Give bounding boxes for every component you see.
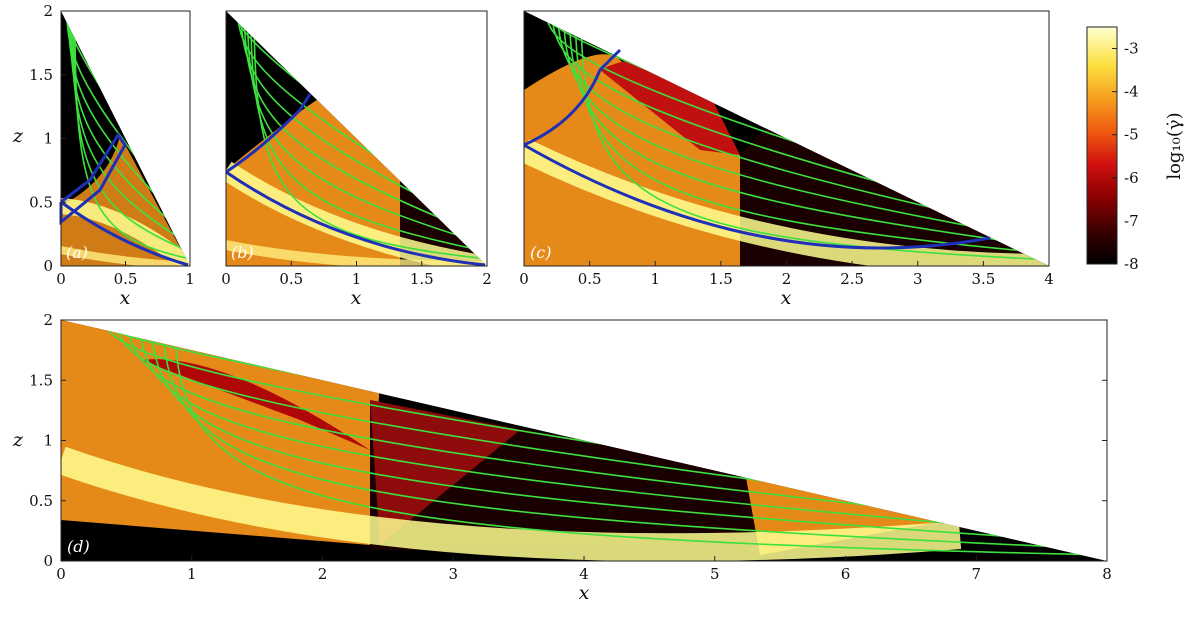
panel-a-xtick-label: 0 (56, 270, 66, 288)
panel-c-streamline (580, 11, 1049, 261)
panel-b-streamline (243, 11, 487, 239)
panel-b-heatmap: 0 0.5 1 1.5 2 x (b) (221, 10, 492, 309)
colorbar-tick-label: -4 (1124, 83, 1139, 101)
panel-d-xtick-label: 5 (710, 565, 720, 583)
panel-a-bottom-yield (60, 200, 189, 267)
panel-c-heatmap: 0 0.5 1 1.5 2 2.5 3 3.5 4 x (c) (519, 10, 1054, 309)
panel-d-xtick-label: 8 (1102, 565, 1112, 583)
colorbar-tick-label: -6 (1124, 169, 1139, 187)
panel-c-xtick-label: 2.5 (840, 270, 864, 288)
panel-d-xtick-label: 6 (841, 565, 851, 583)
panel-d-streamline (127, 320, 1107, 532)
panel-c-xtick-label: 2 (782, 270, 792, 288)
panel-b-bottom-yield (225, 170, 486, 267)
colorbar-tick-label: -3 (1124, 40, 1139, 58)
colorbar-label: log₁₀(γ̇) (1164, 112, 1185, 179)
panel-d-xtick-label: 4 (579, 565, 589, 583)
panel-b-xtick-label: 1.5 (410, 270, 434, 288)
panel-d-ytick-label: 2 (43, 311, 53, 329)
panel-a-xtick-label: 1 (185, 270, 195, 288)
panel-d-xtick-label: 0 (56, 565, 66, 583)
panel-d-streamline (162, 320, 1107, 550)
panel-d-ylabel: z (12, 429, 24, 451)
panel-a-ytick-label: 0 (43, 257, 53, 275)
panel-a-ytick-label: 1 (43, 130, 53, 148)
panel-c-xtick-label: 3.5 (971, 270, 995, 288)
panel-b-xtick-label: 2 (482, 270, 492, 288)
panel-d-heatmap: 0 1 2 3 4 5 6 7 8 0 0.5 1 1.5 2 x z (d) (12, 311, 1112, 604)
panel-a-ytick-label: 0.5 (29, 193, 53, 211)
panel-b-xtick-label: 0.5 (279, 270, 303, 288)
panel-b-tag: (b) (231, 243, 254, 262)
panel-c-xtick-label: 1 (650, 270, 660, 288)
panel-d-xtick-label: 2 (318, 565, 328, 583)
panel-d-ytick-label: 0.5 (29, 492, 53, 510)
panel-c-streamline (562, 11, 1049, 242)
panel-c-bottom-yield (523, 143, 991, 250)
panel-c-yield-surface (523, 48, 622, 147)
panel-a-xtick-label: 0.5 (114, 270, 138, 288)
panel-c-xtick-label: 1.5 (709, 270, 733, 288)
panel-d-xtick-label: 3 (448, 565, 458, 583)
panel-a-tag: (a) (66, 243, 88, 262)
colorbar-tick-label: -5 (1124, 126, 1139, 144)
panel-c-streamline (574, 11, 1049, 255)
panel-d-streamline (174, 320, 1107, 556)
panel-c-xtick-label: 0 (519, 270, 529, 288)
panel-c-xtick-label: 0.5 (578, 270, 602, 288)
panel-a-streamline (74, 11, 190, 260)
panel-c-xlabel: x (781, 287, 792, 309)
panel-c-streamline (557, 11, 1049, 235)
panel-b-xlabel: x (351, 287, 362, 309)
panel-c-streamline (568, 11, 1049, 248)
panel-a-xlabel: x (120, 287, 131, 309)
panel-b-streamline (246, 11, 487, 246)
panel-a-streamline (70, 11, 190, 246)
panel-d-ytick-label: 0 (43, 552, 53, 570)
panel-a-heatmap: 0 0.5 1 0 0.5 1 1.5 2 x z (a) (12, 2, 195, 309)
panel-d-streamline (139, 320, 1107, 538)
colorbar-tick-label: -7 (1124, 212, 1139, 230)
panel-d-tag: (d) (67, 537, 90, 556)
panel-b-streamline (249, 11, 487, 253)
panel-b-streamline (253, 11, 487, 260)
panel-b-streamline (240, 11, 487, 231)
panel-d-xtick-label: 1 (187, 565, 197, 583)
panel-a-streamline (69, 11, 190, 238)
panel-b-yield-surface (225, 93, 312, 174)
panel-d-ytick-label: 1.5 (29, 371, 53, 389)
panel-c-tag: (c) (530, 243, 551, 262)
panel-a-ytick-label: 2 (43, 2, 53, 20)
colorbar-gradient (1086, 26, 1118, 265)
panel-a-ylabel: z (12, 125, 24, 147)
panel-a-ytick-label: 1.5 (29, 66, 53, 84)
panel-b-xtick-label: 1 (352, 270, 362, 288)
panel-c-xtick-label: 4 (1044, 270, 1054, 288)
panel-d-xlabel: x (579, 582, 590, 604)
panel-b-xtick-label: 0 (221, 270, 231, 288)
colorbar-tick-label: -8 (1124, 255, 1139, 273)
colorbar: -3 -4 -5 -6 -7 -8 log₁₀(γ̇) (1086, 26, 1185, 273)
panel-d-ytick-label: 1 (43, 432, 53, 450)
panel-d-xtick-label: 7 (971, 565, 981, 583)
panel-c-xtick-label: 3 (913, 270, 923, 288)
panel-d-streamline (150, 320, 1107, 544)
